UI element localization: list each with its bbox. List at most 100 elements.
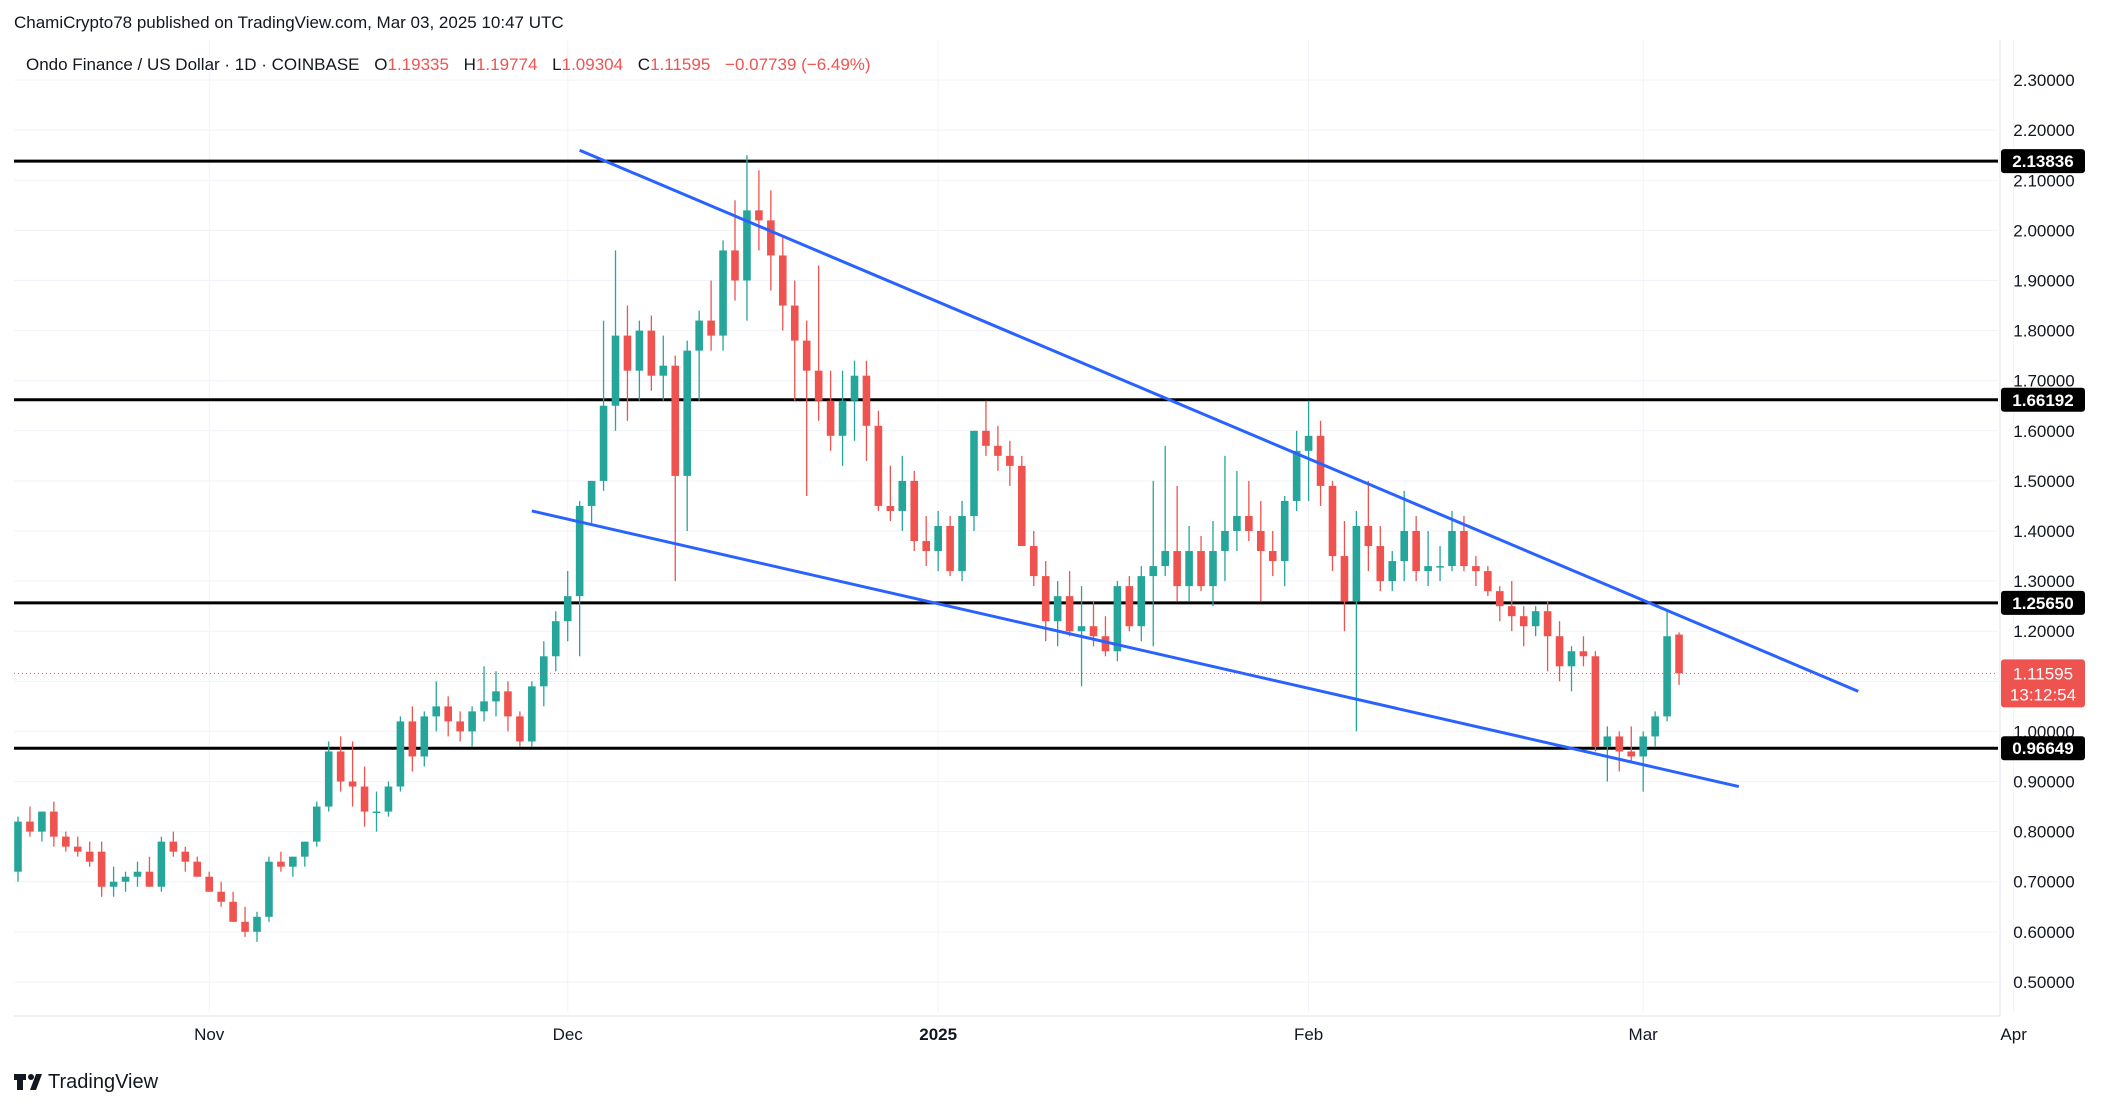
candle [599, 320, 608, 491]
candle [145, 856, 154, 887]
candle [492, 671, 500, 717]
candle-body [563, 596, 572, 622]
candle-body [1424, 566, 1432, 572]
candle [982, 400, 990, 456]
candle-body [1041, 576, 1050, 622]
candle [217, 881, 225, 907]
candle [1531, 606, 1540, 637]
candle [420, 711, 429, 767]
candle [814, 265, 823, 421]
candle-body [1340, 556, 1349, 602]
horizontal-levels [14, 159, 1998, 750]
candle-body [1161, 551, 1169, 567]
candle [97, 841, 106, 897]
x-tick-label: 2025 [919, 1025, 957, 1044]
candle-body [838, 400, 847, 436]
candle-body [958, 515, 966, 572]
candle-body [336, 751, 345, 782]
candle-body [97, 851, 106, 887]
trendline[interactable] [579, 148, 1859, 693]
tradingview-logo[interactable]: TradingView [14, 1071, 159, 1093]
candle-body [229, 901, 237, 922]
candle [289, 856, 297, 877]
candle-body [1639, 736, 1647, 757]
candle-body [444, 706, 452, 722]
candle [1400, 490, 1408, 582]
candle [1006, 440, 1014, 486]
candle [1639, 731, 1647, 792]
last-price-countdown: 13:12:54 [2010, 685, 2076, 704]
candle-body [1173, 551, 1181, 587]
candle [659, 335, 668, 401]
candle-body [898, 480, 907, 511]
candle-body [623, 335, 632, 371]
candle [1268, 531, 1277, 577]
level-badge-bg [2001, 590, 2085, 615]
candle-body [767, 220, 775, 256]
level-badge-label: 1.66192 [2012, 391, 2073, 410]
level-badge-bg [2001, 736, 2085, 761]
candle [647, 315, 656, 391]
candle-body [492, 691, 500, 702]
trendline[interactable] [531, 509, 1740, 788]
candle [1304, 400, 1313, 501]
candle-body [1352, 526, 1361, 602]
y-tick-label: 2.30000 [2013, 71, 2074, 90]
candle-body [241, 921, 249, 932]
candle-body [181, 851, 190, 862]
candle-body [85, 851, 94, 862]
candle [1651, 711, 1659, 747]
candle [1292, 430, 1301, 511]
candle [1161, 445, 1169, 577]
candle [826, 370, 835, 451]
symbol-name: Ondo Finance / US Dollar · 1D · COINBASE [26, 55, 360, 74]
level-badge-label: 1.25650 [2012, 594, 2073, 613]
x-tick-label: Dec [553, 1025, 584, 1044]
candle [1233, 470, 1241, 552]
candle [50, 801, 58, 847]
candle [898, 455, 907, 532]
candle [1603, 726, 1612, 782]
candle-body [50, 811, 58, 837]
candle [1364, 480, 1373, 572]
candle-body [1328, 485, 1337, 557]
candle [934, 510, 942, 572]
candle [181, 846, 190, 872]
candle-body [1113, 586, 1122, 652]
candle [1567, 646, 1576, 692]
price-axis[interactable]: 0.500000.600000.700000.800000.900001.000… [2013, 71, 2074, 992]
level-badge-label: 0.96649 [2012, 739, 2073, 758]
publisher-line: ChamiCrypto78 published on TradingView.c… [14, 13, 564, 32]
candle-body [1245, 515, 1253, 532]
candle-body [671, 365, 680, 476]
candle [958, 500, 966, 582]
candle-body [779, 255, 787, 306]
level-badges: 2.13836 1.66192 1.25650 0.96649 [2001, 149, 2085, 761]
candle [384, 781, 393, 817]
candle-body [1675, 634, 1683, 674]
candle [850, 360, 859, 441]
time-axis[interactable]: Nov Dec 2025 Feb Mar Apr [194, 1025, 2027, 1044]
candle [1484, 566, 1492, 597]
candle [790, 280, 799, 401]
candle [265, 856, 273, 922]
candle [1149, 480, 1158, 647]
candle-body [1089, 626, 1098, 637]
candle [528, 681, 536, 747]
candle-body [1364, 526, 1373, 547]
candle [169, 831, 178, 857]
candle-body [432, 706, 441, 717]
level-badge-bg [2001, 149, 2085, 174]
candle-body [946, 526, 954, 572]
candle-body [205, 876, 213, 892]
candle-body [1591, 656, 1600, 747]
candle [396, 716, 405, 792]
candle [324, 741, 333, 812]
candle [862, 360, 871, 461]
y-tick-label: 0.50000 [2013, 973, 2074, 992]
candle-body [802, 340, 811, 371]
candle-body [982, 430, 990, 446]
candle [1125, 576, 1134, 632]
